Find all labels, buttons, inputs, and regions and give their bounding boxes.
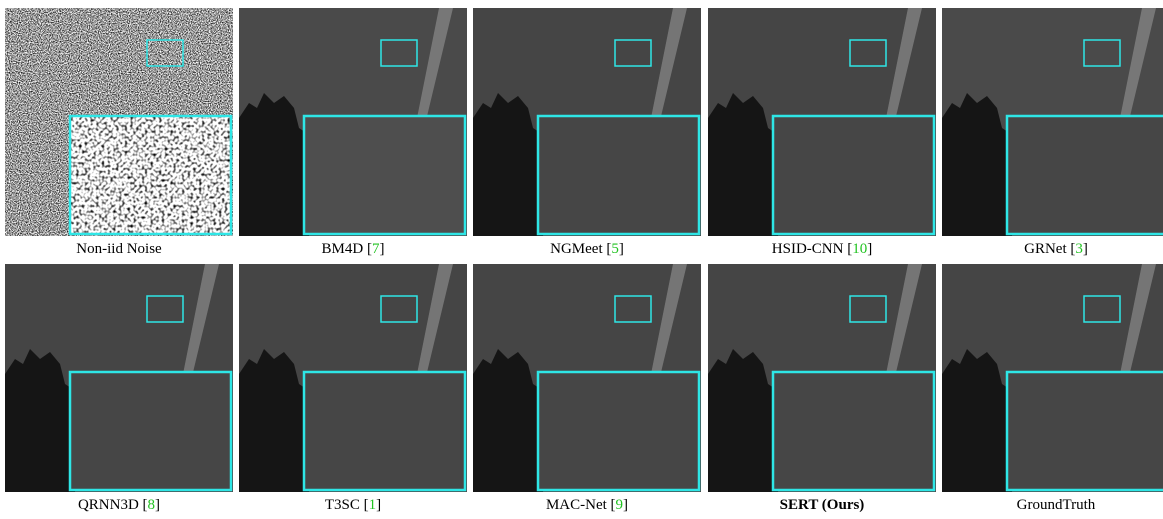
figure: Non-iid NoiseBM4D [7]NGMeet [5]HSID-CNN … <box>0 0 1163 519</box>
caption: SERT (Ours) <box>708 497 936 514</box>
citation: 3 <box>1075 241 1083 257</box>
image-panel <box>708 8 936 236</box>
caption-text: Non-iid Noise <box>76 241 161 257</box>
citation: 1 <box>369 497 377 513</box>
image-panel <box>708 264 936 492</box>
citation: 8 <box>148 497 156 513</box>
inset <box>1006 115 1163 235</box>
caption-text: HSID-CNN [ <box>772 241 852 257</box>
inset <box>303 115 465 235</box>
inset <box>772 115 934 235</box>
caption-text: ] <box>623 497 628 513</box>
caption-text: GRNet [ <box>1024 241 1075 257</box>
caption: QRNN3D [8] <box>5 497 233 514</box>
image-panel <box>5 264 233 492</box>
caption-text: MAC-Net [ <box>546 497 616 513</box>
caption: BM4D [7] <box>239 241 467 258</box>
caption: Non-iid Noise <box>5 241 233 258</box>
caption-text: ] <box>867 241 872 257</box>
inset <box>69 371 231 491</box>
image-panel <box>473 8 701 236</box>
image-panel <box>473 264 701 492</box>
inset <box>303 371 465 491</box>
caption: T3SC [1] <box>239 497 467 514</box>
caption-text: BM4D [ <box>322 241 372 257</box>
inset <box>1006 371 1163 491</box>
caption-text: QRNN3D [ <box>78 497 148 513</box>
caption-text: ] <box>1083 241 1088 257</box>
inset <box>537 115 699 235</box>
inset-noise <box>69 115 231 235</box>
caption-text: ] <box>155 497 160 513</box>
caption-text: T3SC [ <box>325 497 369 513</box>
caption-text: NGMeet [ <box>550 241 611 257</box>
caption-text: ] <box>376 497 381 513</box>
caption-text: SERT (Ours) <box>780 497 865 513</box>
image-panel <box>5 8 233 236</box>
caption-text: ] <box>379 241 384 257</box>
caption-text: GroundTruth <box>1017 497 1096 513</box>
image-panel <box>239 8 467 236</box>
caption: GRNet [3] <box>942 241 1163 258</box>
citation: 10 <box>852 241 867 257</box>
caption: MAC-Net [9] <box>473 497 701 514</box>
image-panel <box>942 264 1163 492</box>
caption: HSID-CNN [10] <box>708 241 936 258</box>
image-panel <box>942 8 1163 236</box>
caption: NGMeet [5] <box>473 241 701 258</box>
image-panel <box>239 264 467 492</box>
inset <box>537 371 699 491</box>
caption-text: ] <box>619 241 624 257</box>
citation: 5 <box>611 241 619 257</box>
caption: GroundTruth <box>942 497 1163 514</box>
inset <box>772 371 934 491</box>
citation: 9 <box>616 497 624 513</box>
